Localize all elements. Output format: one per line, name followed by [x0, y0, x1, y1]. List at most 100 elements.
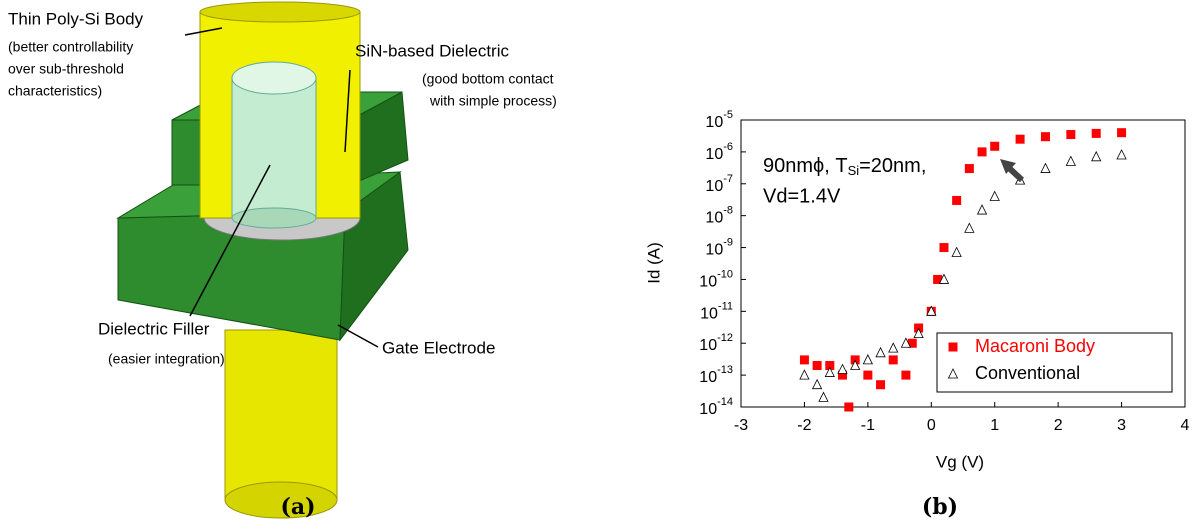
tick-base: 10 — [699, 401, 717, 418]
tick-exponent: -8 — [723, 205, 733, 217]
marker-triangle — [938, 273, 950, 284]
y-tick-label: 10-12 — [699, 332, 733, 354]
marker-square — [876, 380, 886, 390]
tick-exponent: -5 — [723, 109, 733, 121]
annotation-part: 90nmϕ, T — [763, 155, 848, 177]
marker-triangle — [850, 359, 861, 370]
marker-square — [799, 355, 809, 365]
tick-base: 10 — [699, 274, 717, 291]
label: with simple process) — [429, 93, 557, 109]
marker-square — [939, 243, 949, 253]
marker-triangle — [900, 337, 912, 348]
marker-triangle — [811, 378, 823, 390]
tick-base: 10 — [705, 210, 723, 227]
marker-square — [964, 164, 974, 174]
marker-triangle — [913, 327, 924, 339]
legend: Macaroni Body Conventional — [947, 336, 1095, 383]
marker-square — [1040, 132, 1050, 142]
leader-line — [184, 27, 223, 36]
tick-base: 10 — [699, 369, 717, 386]
marker-square — [1066, 130, 1076, 140]
leader-line — [189, 164, 271, 317]
marker-square — [933, 274, 943, 284]
marker-square — [907, 338, 917, 348]
marker-square — [844, 402, 854, 412]
filler-base — [231, 207, 317, 229]
marker-square — [825, 361, 835, 371]
device-diagram — [116, 1, 409, 519]
label: (easier integration) — [108, 351, 225, 367]
tick-exponent: -12 — [717, 332, 733, 344]
label: (better controllability — [8, 39, 133, 55]
marker-triangle — [862, 354, 874, 365]
y-tick-label: 10-11 — [700, 300, 733, 322]
marker-square — [837, 370, 847, 380]
y-tick-label: 10-7 — [705, 173, 733, 195]
tick-base: 10 — [700, 306, 718, 323]
x-tick-label: 0 — [927, 417, 936, 434]
marker-triangle — [976, 204, 988, 215]
plot: -3 -2 -1 0 1 2 3 410-1410-1310-1210-1110-1010-9… — [699, 109, 1189, 434]
x-tick-label: -2 — [797, 417, 811, 434]
tick-base: 10 — [699, 337, 717, 354]
caption: (b) — [922, 494, 958, 520]
x-tick-label: 2 — [1054, 417, 1063, 434]
label: (good bottom contact — [422, 71, 554, 87]
marker-square — [990, 141, 1000, 151]
legend-label: Macaroni Body — [975, 336, 1095, 356]
tick-base: 10 — [705, 146, 723, 163]
marker-triangle — [989, 190, 1000, 201]
bottom-cylinder — [224, 329, 338, 501]
tick-exponent: -6 — [723, 141, 733, 153]
y-tick-label: 10-13 — [699, 364, 733, 386]
marker-triangle — [824, 366, 835, 377]
tick-base: 10 — [705, 178, 723, 195]
plot-frame — [740, 119, 1186, 408]
label: Gate Electrode — [382, 338, 495, 357]
x-tick-label: 4 — [1181, 417, 1190, 434]
legend-box — [936, 332, 1173, 393]
filler-top — [231, 61, 317, 95]
marker-square — [812, 361, 822, 371]
marker-square — [863, 370, 873, 380]
marker-triangle — [1065, 155, 1076, 166]
tick-exponent: -11 — [718, 300, 733, 312]
annotation-part: =20nm, — [859, 155, 926, 177]
tick-exponent: -14 — [717, 396, 733, 408]
tick-base: 10 — [705, 242, 723, 259]
tick-exponent: -9 — [723, 236, 733, 248]
marker-triangle — [1091, 150, 1102, 162]
marker-triangle — [818, 391, 829, 402]
y-tick-label: 10-10 — [699, 268, 733, 290]
marker-triangle — [875, 346, 886, 358]
label: SiN-based Dielectric — [355, 41, 509, 60]
x-tick-label: -3 — [734, 417, 748, 434]
marker-triangle — [947, 368, 959, 379]
tick-base: 10 — [705, 114, 723, 131]
marker-triangle — [1116, 149, 1127, 160]
filler-cylinder — [231, 77, 317, 219]
label: Dielectric Filler — [98, 319, 210, 338]
x-tick-label: -1 — [861, 417, 875, 434]
marker-triangle — [837, 363, 848, 374]
x-tick-label: 3 — [1117, 417, 1126, 434]
marker-square — [888, 355, 898, 365]
annotation: Vd=1.4V — [763, 185, 841, 207]
y-tick-label: 10-6 — [705, 141, 733, 163]
marker-square — [1091, 128, 1101, 138]
marker-square — [901, 370, 911, 380]
y-tick-label: 10-8 — [705, 205, 733, 227]
marker-triangle — [926, 305, 937, 316]
y-axis-label: Id (A) — [644, 242, 663, 284]
marker-square — [1117, 128, 1127, 138]
leader-line — [337, 324, 379, 348]
marker-square — [1015, 134, 1025, 144]
bottom-cylinder-end — [224, 481, 338, 519]
tick-exponent: -7 — [723, 173, 733, 185]
label: over sub-threshold — [8, 61, 124, 77]
marker-square — [977, 147, 987, 157]
leader-line — [344, 69, 351, 153]
x-tick-label: 1 — [990, 417, 999, 434]
legend-label: Conventional — [975, 363, 1080, 383]
